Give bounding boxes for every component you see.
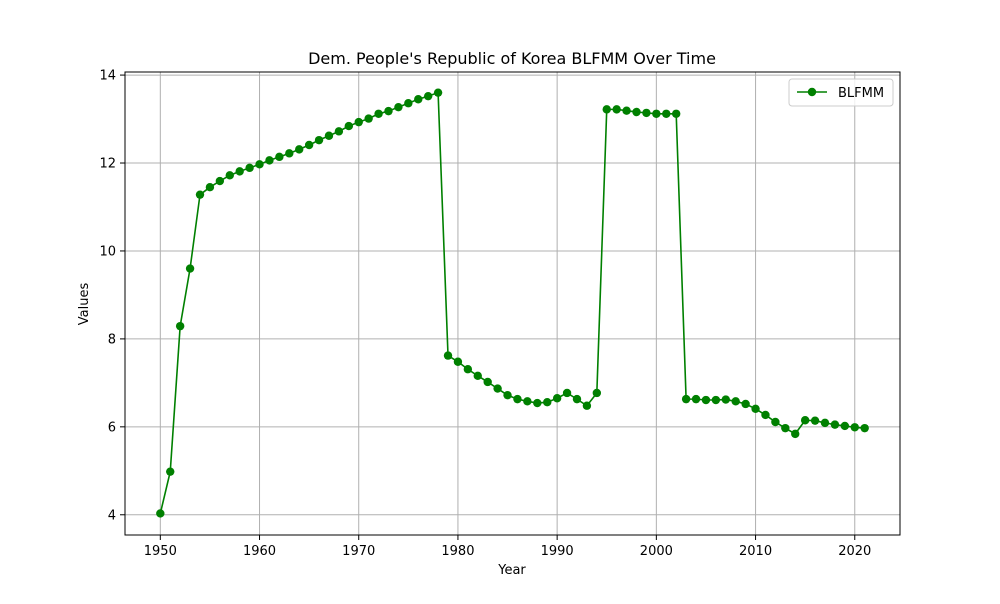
legend-marker-swatch <box>807 87 817 97</box>
data-point <box>771 417 780 427</box>
data-point <box>513 394 522 404</box>
data-point <box>850 423 859 432</box>
data-point <box>414 95 423 104</box>
data-point <box>652 109 661 118</box>
y-tick-label: 4 <box>108 508 116 523</box>
axis-ticks: 1950 1960 1970 1980 1990 2000 2010 2020 4 6 8 10 12 1… <box>99 69 871 559</box>
data-point <box>185 264 195 273</box>
data-point <box>205 183 215 192</box>
data-point <box>671 109 681 118</box>
data-point <box>731 397 740 406</box>
data-point <box>433 88 443 97</box>
grid <box>125 72 900 535</box>
legend-label: BLFMM <box>838 86 884 101</box>
y-tick-label: 14 <box>99 69 116 84</box>
data-point <box>681 394 691 404</box>
data-point <box>384 106 393 116</box>
legend-frame <box>788 78 894 107</box>
data-point <box>493 384 502 393</box>
data-point <box>612 105 621 114</box>
y-tick-label: 12 <box>99 157 116 172</box>
data-point <box>354 117 363 127</box>
data-point <box>810 416 820 425</box>
legend: BLFMM <box>788 78 894 107</box>
data-point <box>552 394 562 403</box>
data-point <box>503 390 512 400</box>
x-tick-label: 2020 <box>838 544 871 559</box>
data-point <box>463 365 473 374</box>
x-axis-label: Year <box>497 563 526 578</box>
data-point <box>195 190 205 199</box>
data-point <box>791 429 800 439</box>
data-point <box>443 351 453 360</box>
data-point <box>295 145 304 154</box>
data-point <box>166 467 175 476</box>
y-tick-label: 10 <box>99 244 116 259</box>
data-point <box>314 135 324 145</box>
data-point <box>711 395 721 405</box>
data-point <box>473 371 482 381</box>
data-point <box>523 397 532 406</box>
data-point <box>701 395 711 405</box>
data-point <box>245 163 254 173</box>
y-tick-label: 8 <box>108 332 116 347</box>
data-point <box>592 388 602 398</box>
y-tick-label: 6 <box>108 420 116 435</box>
data-point <box>860 423 869 433</box>
series-layer <box>156 88 869 518</box>
data-point <box>423 91 433 101</box>
chart-title: Dem. People's Republic of Korea BLFMM Ov… <box>308 49 716 68</box>
data-point <box>364 114 373 123</box>
data-point <box>691 394 701 404</box>
data-point <box>781 423 790 433</box>
axes-frame <box>124 71 901 536</box>
x-tick-label: 1980 <box>441 544 474 559</box>
x-tick-label: 2010 <box>739 544 772 559</box>
data-point <box>840 421 850 431</box>
data-point <box>820 418 830 428</box>
data-point <box>830 420 840 429</box>
data-point <box>632 107 641 117</box>
y-axis-label: Values <box>77 283 92 326</box>
data-point <box>394 102 403 112</box>
data-point <box>235 167 244 176</box>
data-point <box>225 171 234 180</box>
data-point <box>374 109 383 118</box>
data-point <box>304 140 314 150</box>
data-point <box>642 108 651 118</box>
data-point <box>761 410 770 420</box>
data-point <box>622 106 631 115</box>
data-point <box>344 121 354 131</box>
x-tick-label: 1990 <box>541 544 574 559</box>
data-point <box>741 399 750 409</box>
data-point <box>265 156 274 165</box>
data-point <box>334 127 344 136</box>
data-point <box>156 509 165 518</box>
x-tick-label: 1970 <box>342 544 375 559</box>
data-point <box>721 395 730 404</box>
data-point <box>662 109 671 118</box>
data-point <box>453 357 463 366</box>
data-point <box>562 388 572 398</box>
data-point <box>324 131 334 140</box>
data-point <box>285 149 294 158</box>
x-tick-label: 2000 <box>640 544 673 559</box>
data-point <box>533 398 542 408</box>
data-point <box>751 404 760 414</box>
data-point <box>275 152 284 162</box>
data-point <box>483 377 492 387</box>
x-tick-label: 1950 <box>144 544 177 559</box>
data-point <box>215 176 225 186</box>
data-point <box>602 105 611 114</box>
data-point <box>800 416 810 425</box>
data-point <box>255 160 264 169</box>
data-point <box>175 321 185 331</box>
data-point <box>572 394 582 404</box>
data-point <box>543 398 552 407</box>
data-point <box>582 401 592 410</box>
x-tick-label: 1960 <box>243 544 276 559</box>
data-point <box>404 99 413 108</box>
